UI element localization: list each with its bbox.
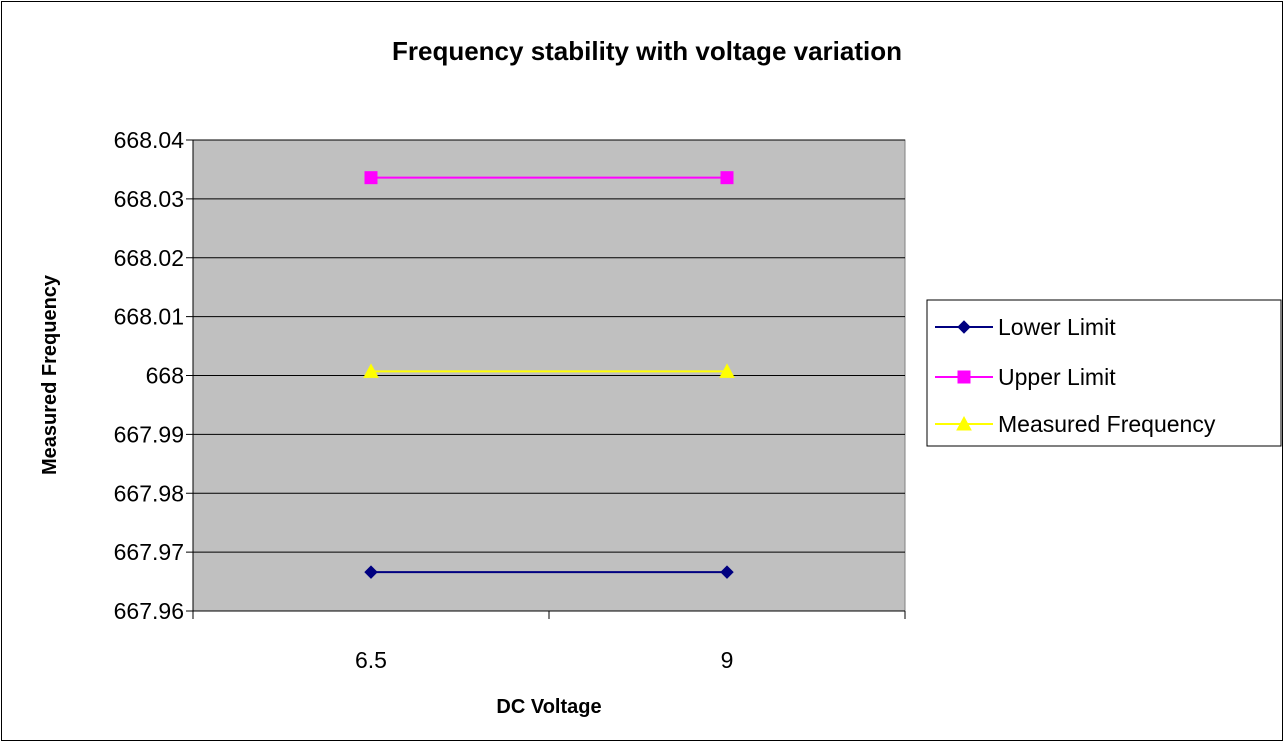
legend-item-upper-limit: Upper Limit [935,364,1116,390]
x-axis-title: DC Voltage [496,696,601,718]
legend-item-lower-limit: Lower Limit [935,314,1116,340]
lower-limit-point [364,565,378,579]
measured-frequency-point [719,363,735,378]
upper-limit-point [720,171,734,185]
legend-swatch-marker [956,415,972,431]
gridlines [193,139,905,553]
legend-box [926,299,1282,447]
series-measured-frequency [363,363,735,378]
y-tick-label: 667.96 [114,598,184,624]
y-tick-label: 667.97 [114,539,184,565]
x-axis-ticks: 6.5 9 [192,611,906,673]
y-tick-label: 668.01 [114,304,184,330]
legend-label: Lower Limit [998,314,1116,340]
series-layer [363,171,735,579]
legend-swatch-marker [957,370,971,384]
y-tick-label: 668.03 [114,186,184,212]
y-tick-label: 667.99 [114,421,184,447]
measured-frequency-point [363,363,379,378]
legend: Lower Limit Upper Limit Measured Frequency [926,299,1282,447]
x-tick-label: 6.5 [355,647,387,673]
y-tick-label: 667.98 [114,480,184,506]
legend-label: Measured Frequency [998,411,1216,437]
legend-item-measured-frequency: Measured Frequency [935,411,1216,437]
y-tick-label: 668 [146,363,184,389]
series-upper-limit [364,171,734,185]
chart-title: Frequency stability with voltage variati… [392,36,902,66]
series-lower-limit [364,565,734,579]
y-axis-title: Measured Frequency [39,274,61,475]
upper-limit-point [364,171,378,185]
y-tick-label: 668.04 [114,127,185,153]
y-tick-label: 668.02 [114,245,184,271]
lower-limit-point [720,565,734,579]
y-axis-ticks: 667.96 667.97 667.98 667.99 668 668.01 668.02 6… [114,127,193,624]
legend-label: Upper Limit [998,364,1116,390]
x-tick-label: 9 [721,647,734,673]
legend-swatch-marker [957,320,971,334]
